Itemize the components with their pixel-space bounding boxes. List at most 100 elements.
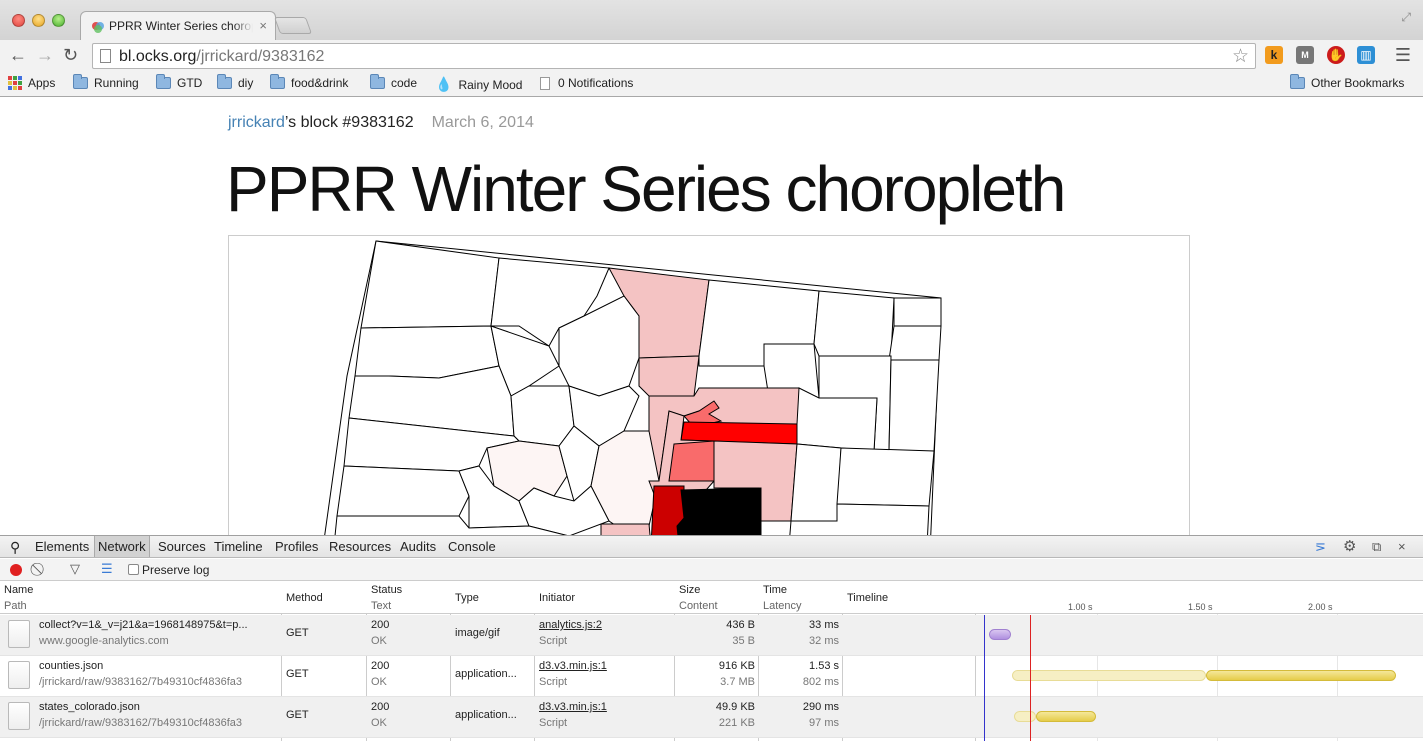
zoom-window-button[interactable] (52, 14, 65, 27)
close-devtools-icon[interactable]: × (1398, 539, 1406, 554)
header-method[interactable]: Method (286, 592, 323, 604)
settings-gear-icon[interactable]: ⚙ (1343, 537, 1356, 555)
byline: jrrickard’s block #9383162 March 6, 2014 (228, 114, 534, 132)
adblock-icon[interactable]: ✋ (1327, 46, 1345, 64)
close-window-button[interactable] (12, 14, 25, 27)
request-initiator[interactable]: analytics.js:2 (539, 619, 602, 631)
request-initiator[interactable]: d3.v3.min.js:1 (539, 701, 607, 713)
file-icon (8, 620, 30, 648)
bookmark-code[interactable]: code (370, 76, 417, 90)
tab-network[interactable]: Network (94, 536, 150, 557)
author-link[interactable]: jrrickard (228, 114, 285, 131)
bookmark-running[interactable]: Running (73, 76, 139, 90)
bookmark-label: Running (94, 76, 139, 90)
county[interactable] (837, 448, 934, 506)
request-status: 200 (371, 619, 389, 631)
block-label: ’s block #9383162 (285, 114, 414, 131)
header-size[interactable]: Size (679, 584, 700, 596)
county[interactable] (669, 441, 714, 481)
chrome-menu-icon[interactable]: ☰ (1395, 45, 1411, 66)
console-drawer-icon[interactable]: ⋝ (1315, 539, 1326, 555)
forward-icon[interactable]: → (36, 45, 54, 66)
bookmark-label: GTD (177, 76, 202, 90)
bookmark-apps[interactable]: Apps (8, 76, 55, 90)
county[interactable] (639, 356, 699, 396)
address-bar[interactable]: bl.ocks.org/jrrickard/9383162 ☆ (92, 43, 1256, 69)
list-view-icon[interactable]: ☰ (101, 561, 113, 577)
request-path: www.google-analytics.com (39, 635, 277, 647)
tab-sources[interactable]: Sources (158, 539, 206, 554)
minimize-window-button[interactable] (32, 14, 45, 27)
request-initiator-type: Script (539, 676, 567, 688)
reload-icon[interactable]: ↻ (63, 45, 78, 66)
filter-icon[interactable]: ▽ (70, 561, 80, 577)
record-icon[interactable] (10, 564, 22, 576)
tab-resources[interactable]: Resources (329, 539, 391, 554)
timeline-bar (989, 629, 1011, 640)
header-content[interactable]: Content (679, 600, 718, 612)
county[interactable] (337, 466, 469, 516)
county[interactable] (889, 360, 939, 451)
dock-icon[interactable]: ⧉ (1372, 539, 1381, 555)
county[interactable] (511, 386, 574, 446)
favicon-icon (91, 20, 105, 34)
request-initiator[interactable]: d3.v3.min.js:1 (539, 660, 607, 672)
request-type: application... (455, 709, 517, 721)
header-text[interactable]: Text (371, 600, 391, 612)
request-content: 3.7 MB (720, 676, 755, 688)
timeline-tick-label: 2.00 s (1308, 602, 1333, 612)
trello-icon[interactable]: ▥ (1357, 46, 1375, 64)
timeline-download-bar (1206, 670, 1396, 681)
browser-tab[interactable]: PPRR Winter Series choropleth × (80, 11, 276, 40)
load-event-marker (1030, 615, 1031, 741)
county[interactable] (791, 444, 841, 521)
extension-k-icon[interactable]: k (1265, 46, 1283, 64)
bookmark-food-drink[interactable]: food&drink (270, 76, 348, 90)
county[interactable] (677, 488, 761, 535)
folder-icon (1290, 77, 1305, 89)
county[interactable] (894, 298, 941, 326)
header-type[interactable]: Type (455, 592, 479, 604)
network-row[interactable]: collect?v=1&_v=j21&a=1968148975&t=p... w… (0, 615, 1423, 656)
tab-profiles[interactable]: Profiles (275, 539, 318, 554)
county[interactable] (601, 524, 651, 535)
tab-audits[interactable]: Audits (400, 539, 436, 554)
tab-console[interactable]: Console (448, 539, 496, 554)
tab-timeline[interactable]: Timeline (214, 539, 263, 554)
request-status-text: OK (371, 635, 387, 647)
header-timeline[interactable]: Timeline (847, 592, 888, 604)
bookmark-star-icon[interactable]: ☆ (1232, 45, 1249, 68)
header-status[interactable]: Status (371, 584, 402, 596)
header-time[interactable]: Time (763, 584, 787, 596)
header-latency[interactable]: Latency (763, 600, 802, 612)
bookmark-rainy-mood[interactable]: 💧 Rainy Mood (435, 76, 522, 93)
county[interactable] (814, 291, 894, 356)
network-toolbar: ⃠ ▽ ☰ Preserve log (0, 559, 1423, 581)
bookmark-gtd[interactable]: GTD (156, 76, 202, 90)
preserve-log-checkbox[interactable] (128, 564, 139, 575)
bookmark-notifications[interactable]: 0 Notifications (540, 76, 633, 90)
back-icon[interactable]: ← (9, 45, 27, 66)
page-icon (540, 77, 550, 90)
header-initiator[interactable]: Initiator (539, 592, 575, 604)
county[interactable] (889, 326, 941, 360)
bookmark-other[interactable]: Other Bookmarks (1290, 76, 1404, 90)
header-name[interactable]: Name (4, 584, 33, 596)
bookmark-diy[interactable]: diy (217, 76, 253, 90)
new-tab-button[interactable] (274, 17, 312, 34)
browser-toolbar: ← → ↻ bl.ocks.org/jrrickard/9383162 ☆ k … (0, 40, 1423, 72)
tab-elements[interactable]: Elements (35, 539, 89, 554)
tab-close-icon[interactable]: × (259, 18, 267, 33)
extension-m-icon[interactable]: M (1296, 46, 1314, 64)
network-row[interactable]: counties.json /jrrickard/raw/9383162/7b4… (0, 656, 1423, 697)
request-content: 35 B (732, 635, 755, 647)
grid-header: Name Path Method Status Text Type Initia… (0, 581, 1423, 614)
search-icon[interactable]: ⚲ (10, 539, 20, 556)
network-row[interactable]: states_colorado.json /jrrickard/raw/9383… (0, 697, 1423, 738)
request-status: 200 (371, 701, 389, 713)
request-size: 916 KB (719, 660, 755, 672)
request-path: /jrrickard/raw/9383162/7b49310cf4836fa3 (39, 717, 277, 729)
fullscreen-icon[interactable]: ⤢ (1401, 10, 1411, 25)
header-path[interactable]: Path (4, 600, 27, 612)
request-size: 436 B (726, 619, 755, 631)
